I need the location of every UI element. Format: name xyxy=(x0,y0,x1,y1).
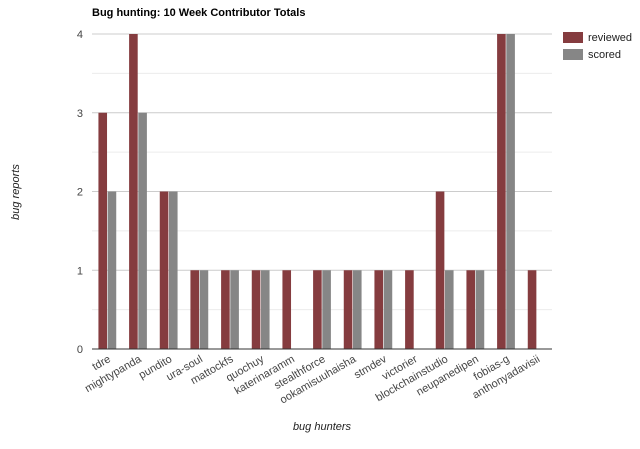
bar-reviewed xyxy=(466,270,476,349)
bar-scored xyxy=(107,191,117,349)
bar-scored xyxy=(322,270,331,349)
bar-reviewed xyxy=(343,270,353,349)
bar-scored xyxy=(168,191,178,349)
y-tick-label: 3 xyxy=(77,108,83,120)
y-tick-label: 2 xyxy=(77,187,83,199)
y-axis-label: bug reports xyxy=(10,164,22,220)
x-tick-label: mightypanda xyxy=(83,353,144,395)
bar-reviewed xyxy=(159,191,169,349)
bar-scored xyxy=(352,270,362,349)
y-tick-label: 0 xyxy=(77,344,83,356)
bar-reviewed xyxy=(98,112,108,349)
bar-reviewed xyxy=(129,34,138,349)
bar-scored xyxy=(506,34,515,349)
grid-lines xyxy=(92,33,552,311)
bar-reviewed xyxy=(282,270,292,349)
y-tick-labels: 0 1 2 3 4 xyxy=(77,29,83,356)
bar-reviewed xyxy=(313,270,322,349)
x-axis-label: bug hunters xyxy=(293,421,352,433)
bar-scored xyxy=(444,270,454,349)
y-tick-label: 4 xyxy=(77,29,83,41)
bar-reviewed xyxy=(221,270,230,349)
legend-swatch-scored xyxy=(563,49,583,60)
bar-scored xyxy=(138,112,147,349)
bar-reviewed xyxy=(190,270,200,349)
chart-title: Bug hunting: 10 Week Contributor Totals xyxy=(92,7,305,19)
bar-scored xyxy=(260,270,270,349)
bar-reviewed xyxy=(251,270,261,349)
bar-scored xyxy=(475,270,485,349)
legend-label-scored: scored xyxy=(588,49,621,61)
bar-scored xyxy=(230,270,239,349)
bar-reviewed xyxy=(435,191,445,349)
bar-scored xyxy=(383,270,393,349)
bar-reviewed xyxy=(527,270,537,349)
bar-reviewed xyxy=(405,270,414,349)
x-tick-labels: tdremightypandapunditoura-soulmattockfsq… xyxy=(83,353,542,407)
bar-reviewed xyxy=(374,270,384,349)
legend-label-reviewed: reviewed xyxy=(588,32,632,44)
bar-reviewed xyxy=(497,34,506,349)
legend: reviewed scored xyxy=(563,32,632,61)
bars xyxy=(98,34,537,349)
y-tick-label: 1 xyxy=(77,265,83,277)
bar-scored xyxy=(199,270,209,349)
legend-swatch-reviewed xyxy=(563,32,583,43)
